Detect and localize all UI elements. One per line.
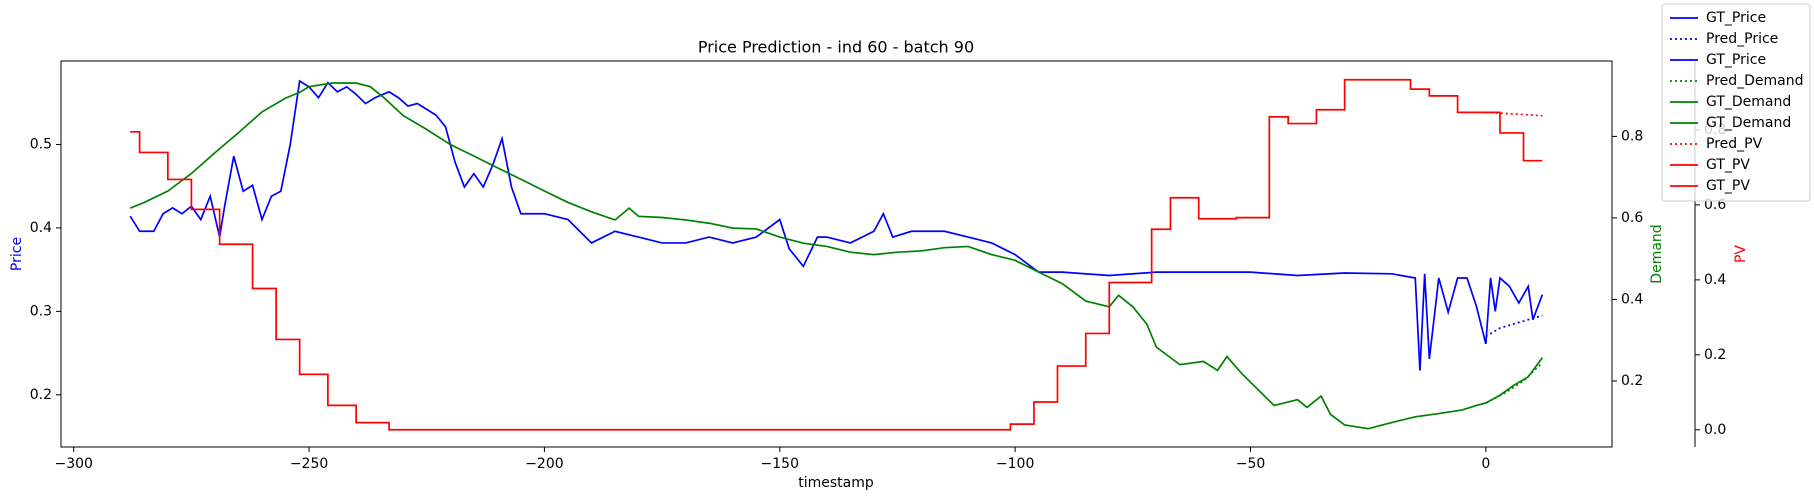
y2ticks-label: 0.8 xyxy=(1621,128,1643,144)
y2ticks-label: 0.4 xyxy=(1621,291,1643,307)
legend-label: GT_PV xyxy=(1706,157,1750,173)
series-line xyxy=(1485,276,1544,344)
y3ticks-label: 0.2 xyxy=(1704,347,1726,363)
series-line xyxy=(1485,111,1543,162)
x-tick-label: 0 xyxy=(1481,456,1490,472)
plot-frame xyxy=(60,60,1613,448)
legend-label: Pred_PV xyxy=(1706,136,1763,152)
y3ticks-label: 0.0 xyxy=(1704,422,1726,438)
x-tick-label: −100 xyxy=(996,456,1034,472)
yticks-label: 0.5 xyxy=(30,136,52,152)
yticks-label: 0.2 xyxy=(30,387,52,403)
legend-label: Pred_Demand xyxy=(1706,73,1804,89)
x-tick-label: −250 xyxy=(290,456,328,472)
y2ticks-label: 0.6 xyxy=(1621,210,1643,226)
chart-title: Price Prediction - ind 60 - batch 90 xyxy=(698,38,974,57)
x-tick-label: −150 xyxy=(761,456,799,472)
yticks-label: 0.3 xyxy=(30,303,52,319)
x-tick-label: −50 xyxy=(1236,456,1266,472)
y3ticks-label: 0.4 xyxy=(1704,272,1726,288)
legend-label: GT_Price xyxy=(1706,52,1766,68)
legend-label: GT_Demand xyxy=(1706,94,1791,110)
series-line xyxy=(129,82,1487,430)
y3-axis-label: PV xyxy=(1733,245,1749,263)
x-tick-label: −300 xyxy=(54,456,92,472)
x-tick-label: −200 xyxy=(525,456,563,472)
series-line xyxy=(1485,357,1544,404)
legend-label: GT_Demand xyxy=(1706,115,1791,131)
y2ticks-label: 0.2 xyxy=(1621,373,1643,389)
legend-box xyxy=(1661,3,1811,202)
legend-label: Pred_Price xyxy=(1706,31,1778,47)
x-axis-label: timestamp xyxy=(798,475,874,491)
y2-axis-label: Demand xyxy=(1649,224,1665,283)
series-line xyxy=(129,79,1487,371)
legend-label: GT_Price xyxy=(1706,10,1766,26)
y-axis-label: Price xyxy=(9,237,25,271)
legend-label: GT_PV xyxy=(1706,178,1750,194)
yticks-label: 0.4 xyxy=(30,220,52,236)
legend: GT_Price Pred_Price GT_Price Pred_Demand GT_… xyxy=(1661,3,1811,202)
series-line xyxy=(130,78,1486,431)
